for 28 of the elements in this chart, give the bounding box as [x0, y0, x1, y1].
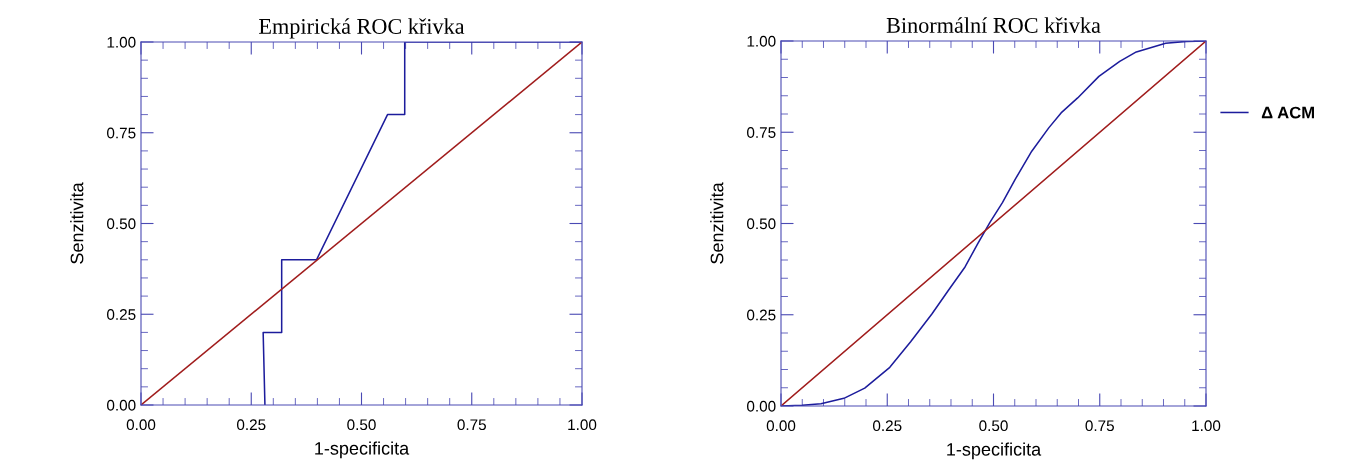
- x-tick-label: 0.25: [236, 419, 266, 431]
- x-tick-label: 0.75: [1085, 420, 1114, 432]
- x-tick-label: 0.50: [347, 419, 376, 431]
- x-tick-label: 0.25: [872, 420, 902, 432]
- x-axis-title: 1-specificita: [315, 441, 410, 459]
- y-tick-label: 0.00: [747, 400, 776, 412]
- y-tick-label: 0.00: [107, 399, 136, 411]
- y-tick-label: 0.75: [107, 127, 136, 139]
- legend-label: Δ ACM: [1261, 106, 1314, 119]
- x-tick-label: 1.00: [1192, 420, 1221, 432]
- x-tick-label: 0.75: [457, 419, 486, 431]
- y-axis-title: Senzitivita: [70, 182, 84, 264]
- y-tick-label: 1.00: [107, 36, 136, 48]
- chart-title: Empirická ROC křivka: [259, 18, 465, 39]
- x-tick-label: 0.00: [766, 420, 796, 432]
- x-tick-label: 0.00: [126, 419, 156, 431]
- y-tick-label: 0.50: [747, 218, 776, 230]
- y-tick-label: 0.25: [747, 309, 776, 321]
- x-tick-label: 1.00: [568, 419, 597, 431]
- y-axis-title: Senzitivita: [710, 182, 724, 264]
- y-tick-label: 0.50: [107, 218, 136, 230]
- y-tick-label: 0.25: [107, 309, 136, 320]
- line-series: [781, 41, 1206, 406]
- x-axis-title: 1-specificita: [947, 442, 1042, 460]
- y-tick-label: 0.75: [747, 127, 776, 138]
- chart-title: Binormální ROC křivka: [886, 17, 1101, 33]
- y-tick-label: 1.00: [747, 35, 776, 47]
- x-tick-label: 0.50: [979, 420, 1008, 432]
